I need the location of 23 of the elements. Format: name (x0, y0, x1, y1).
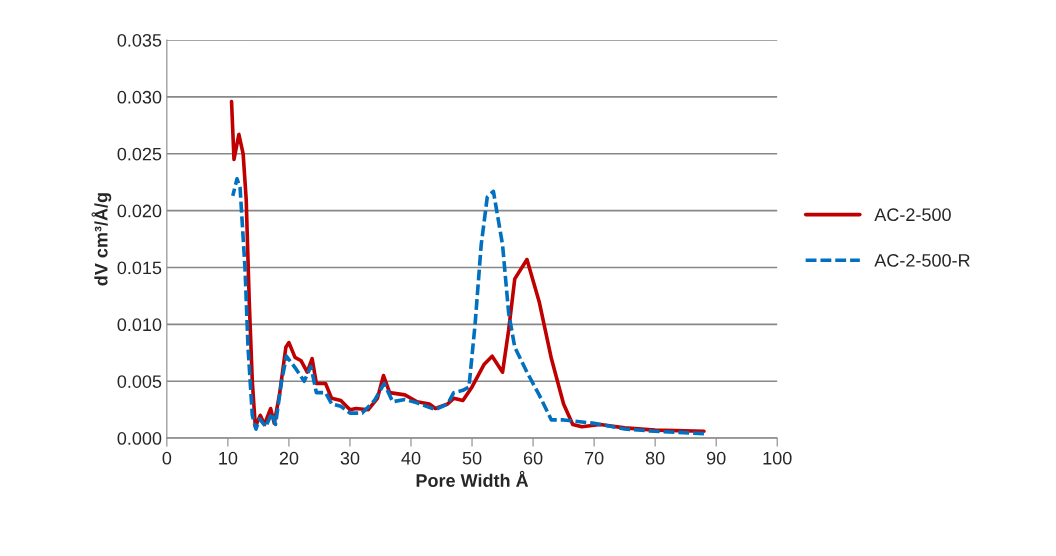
x-tick-label: 30 (340, 451, 360, 465)
y-tick-label: 0.010 (117, 318, 162, 332)
x-tick-label: 40 (401, 451, 421, 465)
x-tick-label: 50 (462, 451, 482, 465)
x-tick-label: 70 (584, 451, 604, 465)
y-tick-label: 0.030 (117, 90, 162, 104)
legend-label: AC-2-500 (874, 208, 951, 222)
x-tick-label: 100 (763, 451, 792, 465)
legend-label: AC-2-500-R (874, 254, 970, 267)
x-tick-label: 0 (162, 451, 172, 465)
y-tick-label: 0.020 (117, 204, 162, 218)
x-axis-title: Pore Width Å (416, 470, 529, 487)
y-tick-label: 0.005 (117, 375, 162, 388)
x-tick-label: 80 (645, 451, 665, 465)
x-tick-label: 60 (523, 451, 543, 465)
x-tick-label: 90 (706, 451, 726, 465)
y-tick-label: 0.000 (117, 432, 162, 445)
y-tick-label: 0.035 (117, 33, 162, 47)
y-tick-label: 0.025 (117, 147, 162, 161)
x-tick-label: 10 (219, 451, 238, 465)
y-tick-label: 0.015 (117, 261, 162, 275)
x-tick-label: 20 (279, 451, 299, 465)
y-axis-title: dV cm³/Å/g (91, 193, 112, 286)
